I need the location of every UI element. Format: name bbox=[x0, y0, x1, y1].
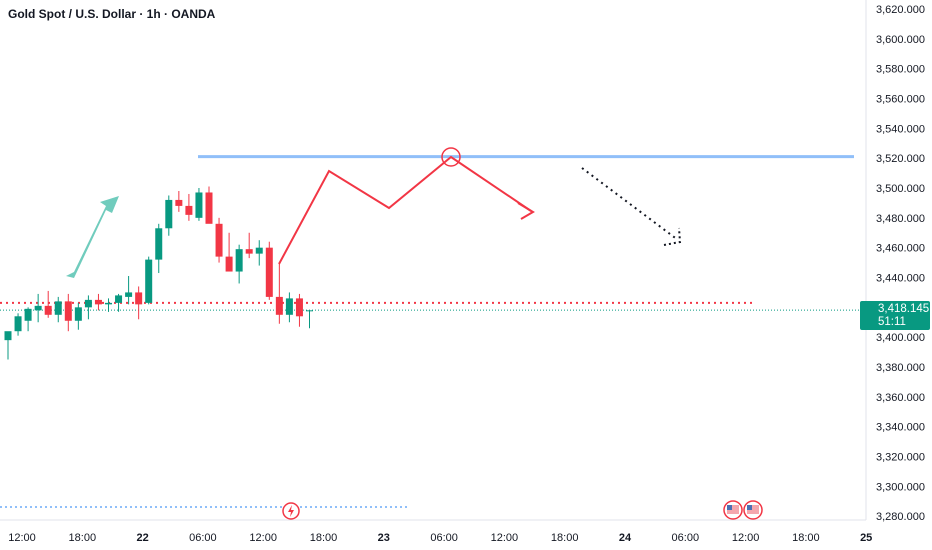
candle-body bbox=[306, 310, 313, 312]
candle-body bbox=[165, 199, 173, 229]
x-tick-label: 18:00 bbox=[792, 532, 820, 544]
x-tick-label: 12:00 bbox=[249, 532, 277, 544]
y-tick-label: 3,600.000 bbox=[876, 34, 925, 46]
bearish-dotted-arrow bbox=[581, 167, 679, 241]
y-tick-label: 3,480.000 bbox=[876, 213, 925, 225]
y-tick-label: 3,320.000 bbox=[876, 452, 925, 464]
projection-path bbox=[278, 155, 532, 265]
y-tick-label: 3,540.000 bbox=[876, 123, 925, 135]
x-tick-label: 12:00 bbox=[491, 532, 519, 544]
y-tick-label: 3,380.000 bbox=[876, 362, 925, 374]
x-tick-label: 22 bbox=[136, 532, 148, 544]
candle-body bbox=[44, 305, 52, 315]
x-tick-label: 18:00 bbox=[69, 532, 97, 544]
flag-canton bbox=[727, 505, 732, 510]
candle-body bbox=[285, 298, 293, 315]
x-tick-label: 18:00 bbox=[310, 532, 338, 544]
x-tick-label: 06:00 bbox=[430, 532, 458, 544]
candle-body bbox=[14, 316, 22, 332]
lightning-glyph bbox=[288, 505, 294, 517]
rejection-circle-marker bbox=[441, 147, 461, 167]
candle-body bbox=[185, 205, 193, 215]
candle-body bbox=[54, 301, 62, 315]
candle-body bbox=[225, 256, 233, 272]
candle-body bbox=[175, 199, 183, 206]
bar-countdown: 51:11 bbox=[878, 316, 906, 328]
y-tick-label: 3,580.000 bbox=[876, 64, 925, 76]
candle-body bbox=[235, 249, 243, 272]
candle-body bbox=[74, 307, 82, 321]
flag-canton bbox=[747, 505, 752, 510]
last-price-badge: 3,418.145 51:11 bbox=[860, 301, 930, 330]
candle-body bbox=[34, 305, 42, 311]
x-tick-label: 06:00 bbox=[189, 532, 217, 544]
candle-body bbox=[215, 223, 223, 257]
candle-body bbox=[205, 192, 213, 224]
last-price-value: 3,418.145 bbox=[878, 303, 930, 315]
y-tick-label: 3,340.000 bbox=[876, 422, 925, 434]
y-tick-label: 3,560.000 bbox=[876, 94, 925, 106]
candle-body bbox=[155, 228, 163, 260]
y-tick-label: 3,400.000 bbox=[876, 332, 925, 344]
x-tick-label: 06:00 bbox=[672, 532, 700, 544]
candle-body bbox=[94, 299, 102, 305]
candle-body bbox=[84, 299, 92, 308]
candle-body bbox=[255, 247, 263, 254]
y-tick-label: 3,620.000 bbox=[876, 4, 925, 16]
candle-body bbox=[145, 259, 153, 303]
y-tick-label: 3,300.000 bbox=[876, 481, 925, 493]
x-tick-label: 23 bbox=[378, 532, 390, 544]
y-tick-label: 3,280.000 bbox=[876, 511, 925, 523]
x-tick-label: 18:00 bbox=[551, 532, 579, 544]
candle-body bbox=[135, 292, 143, 305]
candle-body bbox=[4, 331, 12, 341]
x-tick-label: 25 bbox=[860, 532, 872, 544]
candle-body bbox=[195, 192, 203, 218]
candle-body bbox=[245, 249, 253, 254]
y-tick-label: 3,500.000 bbox=[876, 183, 925, 195]
x-tick-label: 12:00 bbox=[8, 532, 36, 544]
flag-stripes bbox=[727, 505, 739, 514]
y-tick-label: 3,520.000 bbox=[876, 153, 925, 165]
candle-body bbox=[265, 247, 273, 297]
candle-body bbox=[24, 308, 32, 321]
bullish-arrow-drawing bbox=[66, 196, 119, 278]
y-tick-label: 3,460.000 bbox=[876, 243, 925, 255]
candle-body bbox=[125, 292, 133, 297]
x-tick-label: 24 bbox=[619, 532, 632, 544]
candle-body bbox=[115, 295, 123, 303]
candle-body bbox=[105, 302, 112, 305]
x-tick-label: 12:00 bbox=[732, 532, 760, 544]
y-tick-label: 3,360.000 bbox=[876, 392, 925, 404]
candle-body bbox=[295, 298, 303, 317]
candle-body bbox=[64, 301, 72, 321]
y-tick-label: 3,440.000 bbox=[876, 273, 925, 285]
bearish-dotted-arrowhead bbox=[663, 227, 682, 246]
chart-title: Gold Spot / U.S. Dollar · 1h · OANDA bbox=[8, 7, 216, 21]
projection-arrowhead bbox=[517, 202, 535, 220]
flag-stripes bbox=[747, 505, 759, 514]
candle-body bbox=[275, 296, 283, 315]
